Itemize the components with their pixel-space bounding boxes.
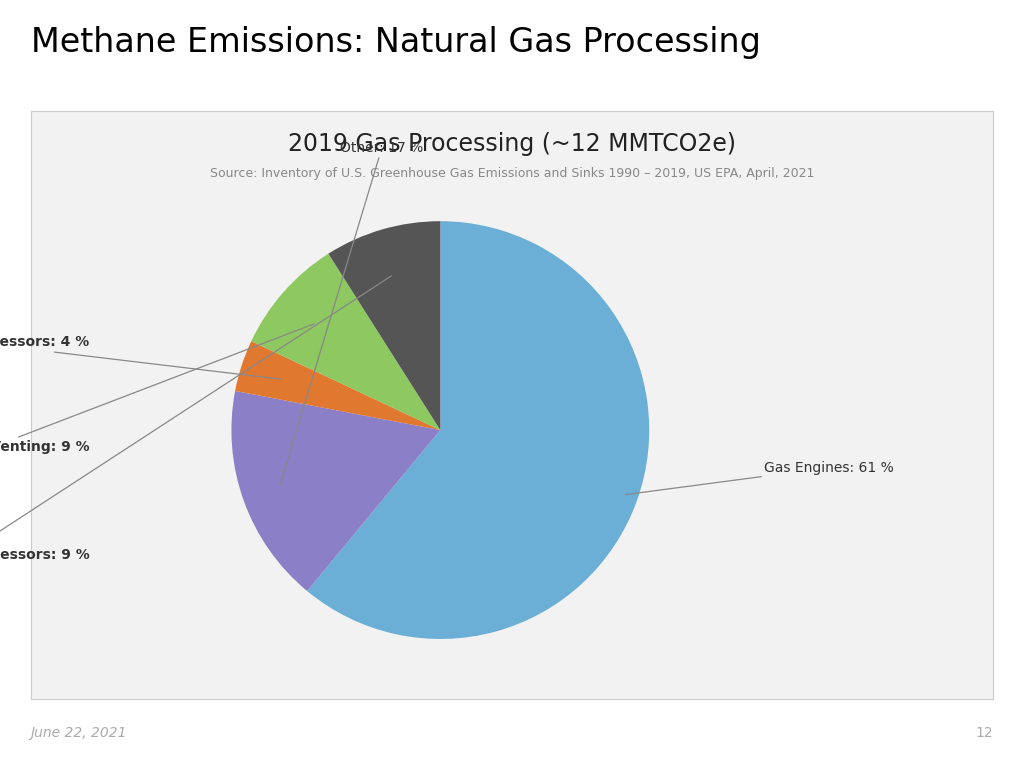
Wedge shape [329, 221, 440, 430]
Text: Centrifugal Compressors: 4 %: Centrifugal Compressors: 4 % [0, 336, 282, 379]
Wedge shape [231, 391, 440, 591]
Text: June 22, 2021: June 22, 2021 [31, 727, 127, 740]
Text: Reciprocating Compressors: 9 %: Reciprocating Compressors: 9 % [0, 276, 391, 562]
Wedge shape [307, 221, 649, 639]
Text: Gas Engines: 61 %: Gas Engines: 61 % [626, 461, 894, 495]
Text: 12: 12 [976, 727, 993, 740]
Text: Blowdowns/Venting: 9 %: Blowdowns/Venting: 9 % [0, 324, 314, 454]
Wedge shape [236, 341, 440, 430]
Text: 2019 Gas Processing (~12 MMTCO2e): 2019 Gas Processing (~12 MMTCO2e) [288, 132, 736, 156]
Text: Methane Emissions: Natural Gas Processing: Methane Emissions: Natural Gas Processin… [31, 26, 761, 59]
Wedge shape [251, 253, 440, 430]
Text: Other: 17 %: Other: 17 % [281, 141, 424, 484]
Text: Source: Inventory of U.S. Greenhouse Gas Emissions and Sinks 1990 – 2019, US EPA: Source: Inventory of U.S. Greenhouse Gas… [210, 167, 814, 180]
